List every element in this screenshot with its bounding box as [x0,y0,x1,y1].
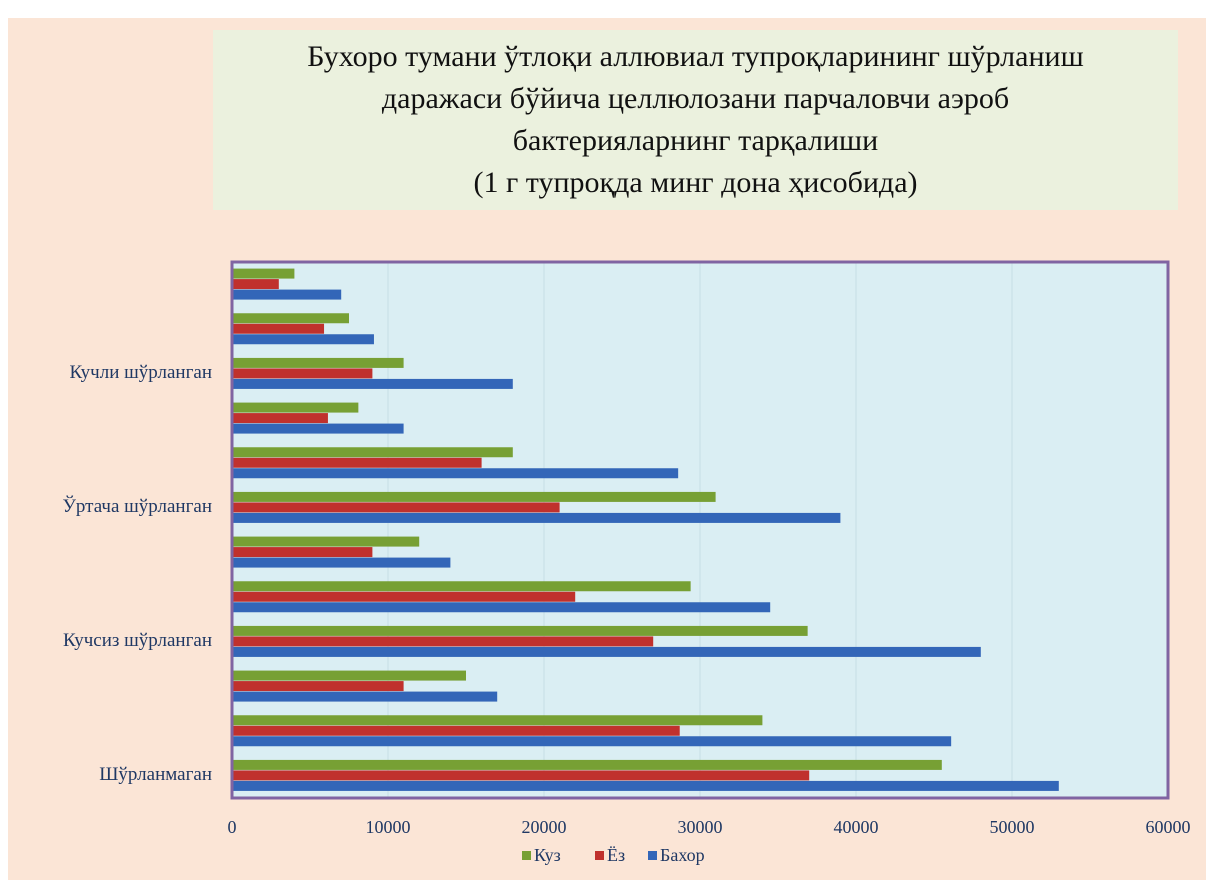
bar [232,313,349,324]
chart-title: Бухоро тумани ўтлоқи аллювиал тупроқлари… [213,30,1178,210]
bar [232,557,451,568]
bar [232,547,373,558]
bar [232,457,482,468]
bar [232,334,374,345]
bar [232,591,576,602]
bar [232,323,325,334]
y-tick-label: Кучсиз шўрланган [63,630,212,651]
bar [232,691,498,702]
bar [232,368,373,379]
bar [232,268,295,279]
bar [232,402,359,413]
y-tick-label: Кучли шўрланган [69,362,212,383]
legend-label: Ёз [607,845,625,865]
bar [232,770,810,781]
x-tick-label: 20000 [522,817,567,837]
x-tick-label: 40000 [834,817,879,837]
x-tick-label: 10000 [366,817,411,837]
bar [232,625,808,636]
bar [232,468,679,479]
bar [232,423,404,434]
bar [232,636,654,647]
legend-swatch [522,851,531,860]
bar [232,378,513,389]
y-tick-label: Шўрланмаган [99,764,212,785]
bar [232,681,404,692]
bar [232,725,680,736]
bar [232,670,466,681]
bar [232,780,1059,791]
bar [232,759,942,770]
bar [232,512,841,523]
bar [232,715,763,726]
bar [232,413,328,424]
legend-swatch [595,851,604,860]
x-tick-label: 60000 [1146,817,1191,837]
bar [232,279,279,290]
bar [232,357,404,368]
x-tick-label: 50000 [990,817,1035,837]
bar [232,447,513,458]
legend-swatch [648,851,657,860]
bar [232,581,691,592]
bar [232,289,342,300]
bar [232,502,560,513]
legend-label: Бахор [660,845,705,865]
bar [232,491,716,502]
bar [232,536,420,547]
plot-border [230,260,1170,800]
legend-label: Куз [534,845,561,865]
y-tick-label: Ўртача шўрланган [62,495,212,517]
bar [232,602,771,613]
bar [232,736,952,747]
x-tick-label: 30000 [678,817,723,837]
bar [232,646,981,657]
x-tick-label: 0 [228,817,237,837]
